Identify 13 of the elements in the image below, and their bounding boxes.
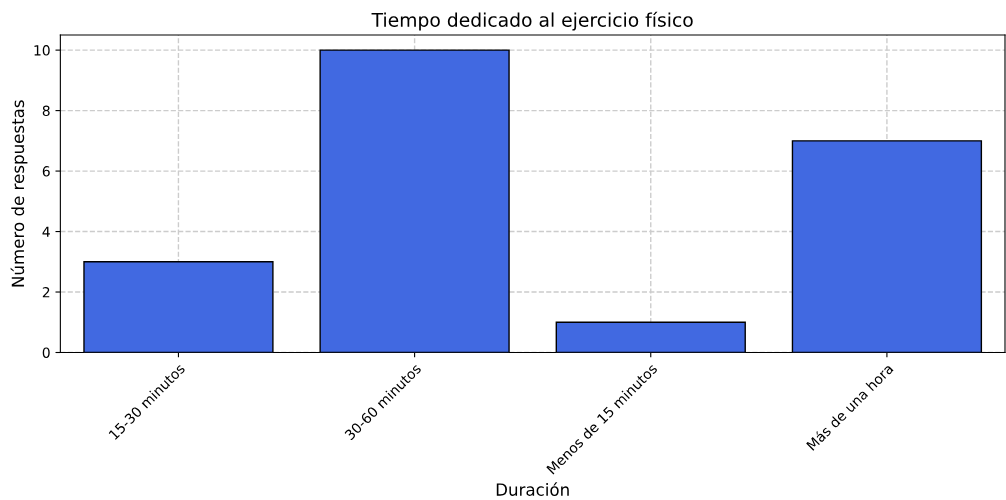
bar: [319, 49, 510, 353]
x-axis-title: Duración: [496, 482, 569, 496]
y-tick-label: 4: [42, 226, 50, 237]
y-tick-label: 0: [42, 347, 50, 358]
y-tick-label: 8: [42, 105, 50, 117]
bar: [83, 261, 274, 353]
chart-title: Tiempo dedicado al ejercicio físico: [371, 11, 693, 31]
y-tick-label: 2: [42, 286, 50, 298]
y-tick-label: 6: [42, 166, 50, 177]
y-axis-title: Número de respuestas: [10, 100, 28, 287]
bar: [791, 140, 983, 353]
y-tick-label: 10: [34, 45, 50, 56]
bar: [555, 321, 746, 353]
